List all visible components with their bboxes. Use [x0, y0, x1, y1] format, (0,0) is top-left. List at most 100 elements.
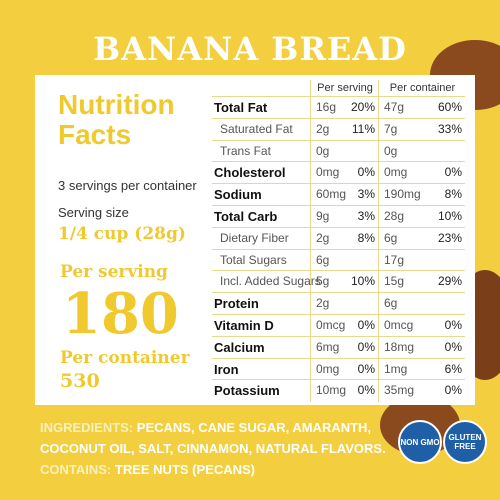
heading: Nutrition Facts	[58, 90, 175, 150]
cell-c-dv: 0%	[444, 383, 462, 398]
badge: GLUTEN FREE	[443, 420, 487, 464]
cell-c-amt: 15g	[384, 274, 405, 289]
ingredients-label: INGREDIENTS:	[40, 420, 134, 435]
servings: 3 servings per container	[58, 178, 197, 193]
heading-line: Nutrition	[58, 89, 175, 120]
cell-s-dv: 0%	[357, 318, 375, 332]
cell-c-amt: 35mg	[384, 383, 415, 398]
ingredients-line: INGREDIENTS: PECANS, CANE SUGAR, AMARANT…	[40, 417, 386, 438]
cell-c-amt: 17g	[384, 252, 405, 267]
nutrient-row: Vitamin D 0mcg 0% 0mcg 0%	[212, 314, 465, 336]
per-serving-label: Per serving	[60, 262, 168, 282]
serving-size: 1/4 cup (28g)	[58, 224, 186, 244]
cell-c-dv: 29%	[437, 274, 462, 289]
cell-name: Trans Fat	[220, 143, 271, 158]
cell-name: Calcium	[214, 339, 265, 355]
cell-s-amt: 0mg	[316, 165, 340, 180]
cell-s-dv: 0%	[357, 165, 375, 180]
ingredients-text: PECANS, CANE SUGAR, AMARANTH,	[136, 420, 372, 435]
cell-name: Iron	[214, 361, 239, 377]
ingredients-line: COCONUT OIL, SALT, CINNAMON, NATURAL FLA…	[40, 441, 386, 456]
badge: NON GMO	[398, 420, 442, 464]
cell-name: Incl. Added Sugars	[220, 274, 321, 289]
cell-c-amt: 18mg	[384, 339, 415, 354]
cell-c-dv: 8%	[444, 187, 462, 202]
title: BANANA BREAD	[93, 30, 407, 68]
nutrition-panel	[35, 75, 475, 405]
cell-c-dv: 0%	[444, 339, 462, 354]
cell-c-dv: 6%	[444, 361, 462, 376]
nutrient-row: Dietary Fiber 2g 8% 6g 23%	[212, 226, 465, 249]
cell-c-amt: 6g	[384, 230, 398, 245]
cell-name: Total Carb	[214, 209, 278, 224]
cell-c-dv: 0%	[444, 165, 462, 180]
cell-s-amt: 6mg	[316, 339, 340, 354]
serving-size-label: Serving size	[58, 205, 129, 220]
cell-s-amt: 0mg	[316, 361, 340, 376]
cell-c-amt: 0mg	[384, 165, 408, 180]
cell-name: Cholesterol	[214, 165, 286, 181]
cell-c-amt: 47g	[384, 100, 405, 114]
cell-c-amt: 7g	[384, 121, 398, 136]
cell-c-dv: 33%	[437, 121, 462, 136]
cell-name: Saturated Fat	[220, 121, 293, 136]
cell-c-dv: 10%	[437, 209, 462, 223]
nutrient-row: Protein 2g 6g	[212, 292, 465, 314]
cell-name: Dietary Fiber	[220, 230, 289, 245]
nutrient-row: Iron 0mg 0% 1mg 6%	[212, 357, 465, 380]
cell-s-amt: 2g	[316, 230, 330, 245]
cell-name: Vitamin D	[214, 318, 274, 333]
cell-s-amt: 10mg	[316, 383, 347, 398]
cell-s-amt: 16g	[316, 100, 337, 114]
nutrient-row: Trans Fat 0g 0g	[212, 139, 465, 162]
cell-c-amt: 28g	[384, 209, 405, 223]
cell-s-amt: 60mg	[316, 187, 347, 202]
cell-s-dv: 10%	[350, 274, 375, 289]
nutrient-row: Total Carb 9g 3% 28g 10%	[212, 205, 465, 227]
cell-c-amt: 0mcg	[384, 318, 414, 332]
heading-line: Facts	[58, 119, 132, 150]
cell-s-dv: 3%	[357, 209, 375, 223]
header-serving: Per serving	[317, 82, 373, 94]
nutrient-row: Cholesterol 0mg 0% 0mg 0%	[212, 161, 465, 183]
cell-s-amt: 0mcg	[316, 318, 346, 332]
cell-name: Protein	[214, 296, 259, 312]
contains-line: CONTAINS: TREE NUTS (PECANS)	[40, 459, 386, 480]
cell-s-dv: 0%	[357, 361, 375, 376]
cell-s-dv: 8%	[357, 230, 375, 245]
cell-c-amt: 0g	[384, 143, 398, 158]
nutrient-row: Incl. Added Sugars 5g 10% 15g 29%	[212, 270, 465, 292]
cell-s-dv: 0%	[357, 339, 375, 354]
cell-s-amt: 5g	[316, 274, 330, 289]
nutrient-row: Calcium 6mg 0% 18mg 0%	[212, 335, 465, 358]
per-serving-calories: 180	[62, 281, 179, 347]
per-container-calories: 530	[60, 370, 100, 392]
nutrient-row: Sodium 60mg 3% 190mg 8%	[212, 183, 465, 205]
cell-c-dv: 0%	[444, 318, 462, 332]
nutrient-row: Saturated Fat 2g 11% 7g 33%	[212, 117, 465, 140]
contains-text: TREE NUTS (PECANS)	[114, 462, 256, 477]
per-container-label: Per container	[60, 348, 190, 368]
cell-s-dv: 11%	[351, 121, 375, 136]
column-rule	[378, 80, 379, 402]
cell-c-amt: 6g	[384, 296, 398, 311]
cell-name: Total Sugars	[220, 252, 287, 267]
cell-c-dv: 23%	[437, 230, 462, 245]
cell-s-amt: 2g	[316, 296, 330, 311]
cell-c-dv: 60%	[437, 100, 462, 114]
column-rule	[310, 80, 311, 402]
cell-name: Total Fat	[214, 100, 268, 115]
cell-c-amt: 190mg	[384, 187, 421, 202]
cell-s-dv: 3%	[357, 187, 375, 202]
contains-label: CONTAINS:	[40, 462, 112, 477]
nutrient-row: Potassium 10mg 0% 35mg 0%	[212, 379, 465, 401]
nutrient-row: Total Fat 16g 20% 47g 60%	[212, 96, 465, 118]
header-container: Per container	[389, 82, 456, 94]
cell-name: Sodium	[214, 187, 262, 203]
cell-s-amt: 0g	[316, 143, 330, 158]
cell-s-dv: 0%	[357, 383, 375, 398]
nutrient-row: Total Sugars 6g 17g	[212, 248, 465, 271]
cell-c-amt: 1mg	[384, 361, 408, 376]
cell-s-amt: 6g	[316, 252, 330, 267]
